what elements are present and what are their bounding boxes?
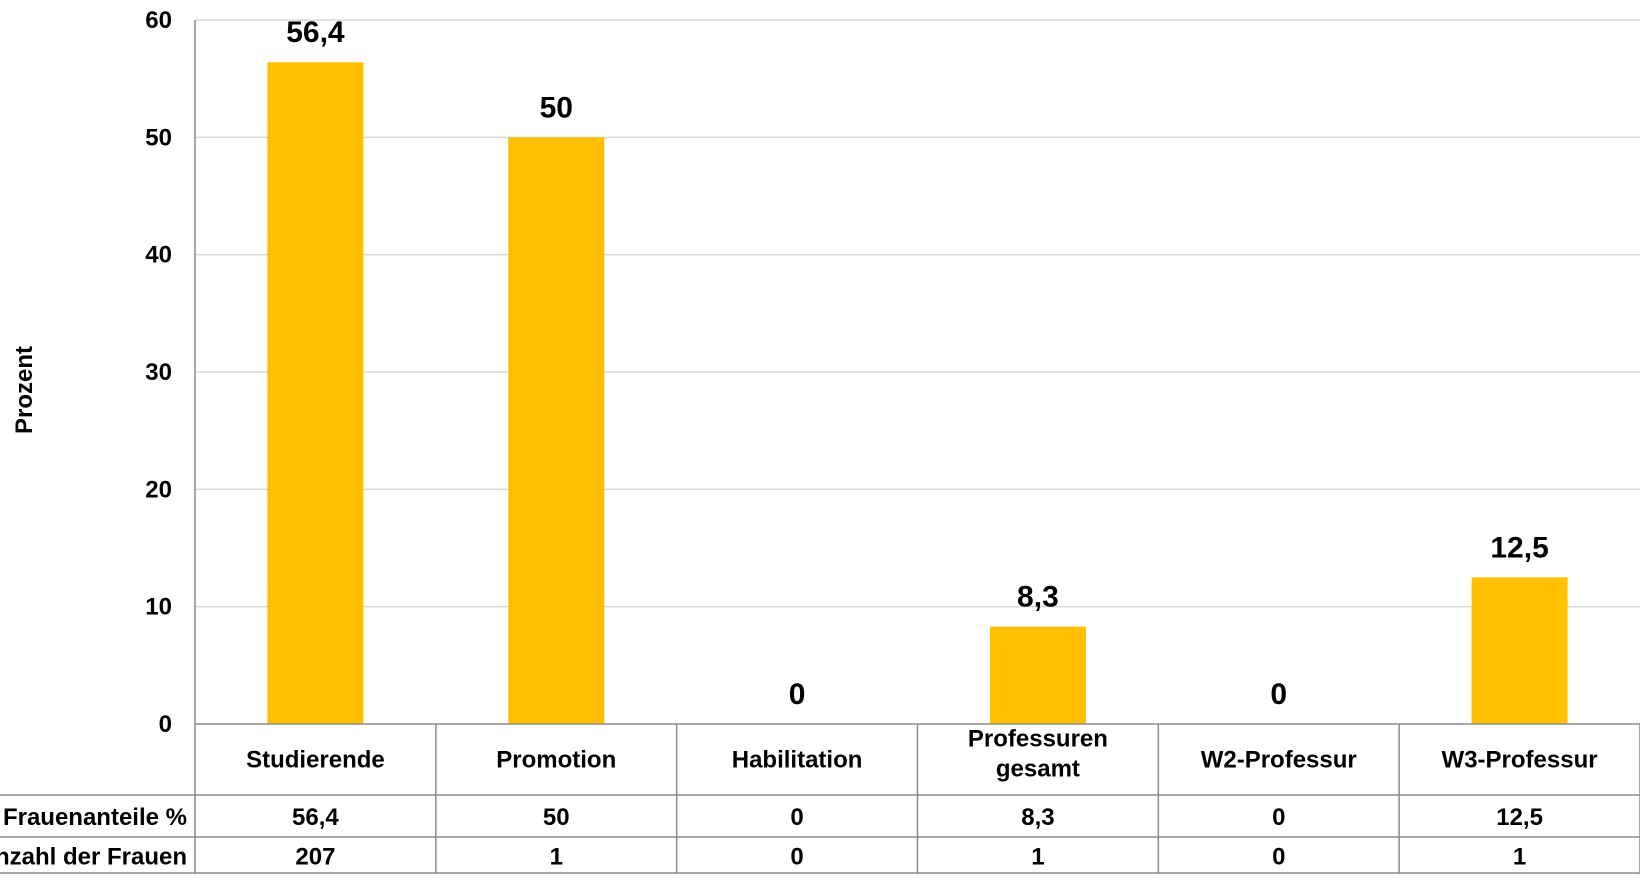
gridlines — [195, 19, 1640, 608]
table-cell: 1 — [550, 844, 563, 871]
table-cell: 50 — [543, 804, 570, 831]
y-axis: 0 10 20 30 40 50 60 — [145, 7, 196, 738]
category-label: Promotion — [496, 747, 616, 774]
data-labels: 56,4 50 0 8,3 0 12,5 — [286, 16, 1549, 711]
y-tick-label: 40 — [145, 242, 172, 269]
table-cell: 56,4 — [292, 804, 339, 831]
y-tick-label: 60 — [145, 7, 172, 34]
data-table: Studierende Promotion Habilitation Professu… — [0, 723, 1640, 874]
bar — [267, 62, 364, 725]
category-label: W3-Professur — [1442, 747, 1598, 774]
bar — [989, 626, 1086, 724]
data-label: 50 — [540, 91, 573, 124]
table-cell: 1 — [1513, 844, 1526, 871]
table-row-header: Frauenanteile % — [3, 804, 187, 831]
category-label: Studierende — [246, 747, 385, 774]
category-label: Professuren gesamt — [968, 726, 1108, 783]
table-cell: 0 — [790, 844, 803, 871]
y-tick-label: 20 — [145, 476, 172, 503]
y-tick-label: 0 — [159, 711, 172, 738]
bar — [1471, 577, 1568, 724]
bar — [508, 137, 605, 725]
bars — [267, 62, 1568, 725]
y-tick-label: 30 — [145, 359, 172, 386]
table-cell: 1 — [1031, 844, 1044, 871]
table-cell: 12,5 — [1496, 804, 1543, 831]
data-label: 12,5 — [1490, 531, 1548, 564]
data-label: 56,4 — [286, 16, 345, 49]
table-cell: 0 — [1272, 804, 1285, 831]
y-tick-label: 50 — [145, 124, 172, 151]
category-label: W2-Professur — [1201, 747, 1357, 774]
table-cell: 0 — [1272, 844, 1285, 871]
table-cell: 0 — [790, 804, 803, 831]
category-label: Habilitation — [732, 747, 863, 774]
table-cell: 8,3 — [1021, 804, 1054, 831]
data-label: 0 — [789, 678, 806, 711]
table-cell: 207 — [295, 844, 335, 871]
table-row-header: Anzahl der Frauen — [0, 844, 187, 871]
data-label: 0 — [1270, 678, 1287, 711]
y-axis-title: Prozent — [11, 346, 38, 434]
y-tick-label: 10 — [145, 594, 172, 621]
data-label: 8,3 — [1017, 581, 1059, 614]
